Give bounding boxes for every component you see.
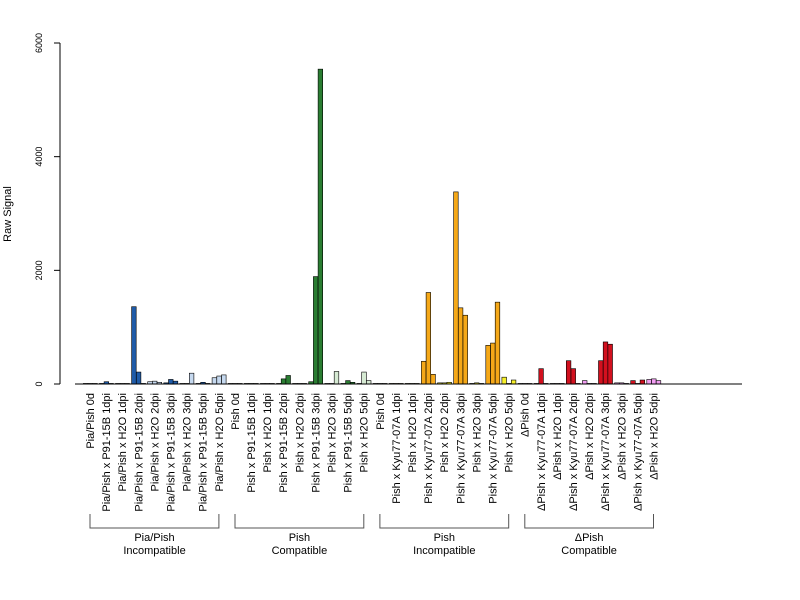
x-tick-label: Pish x H2O 3dpi xyxy=(471,393,483,472)
group-label: Pish xyxy=(289,532,310,544)
group-sublabel: Incompatible xyxy=(123,545,185,557)
bar xyxy=(538,368,544,385)
group-label: ΔPish xyxy=(575,532,604,544)
x-tick-label: ΔPish x Kyu77-07A 2dpi xyxy=(568,393,580,511)
x-tick-label: Pish x P91-15B 1dpi xyxy=(246,393,258,493)
bar xyxy=(345,380,351,385)
bar xyxy=(457,307,464,385)
bar xyxy=(136,371,142,385)
x-tick-label: Pia/Pish x P91-15B 3dpi xyxy=(165,393,177,512)
x-tick-label: Pia/Pish x H2O 3dpi xyxy=(182,393,194,491)
x-tick-label: Pish x H2O 3dpi xyxy=(326,393,338,472)
x-tick-label: ΔPish x Kyu77-07A 3dpi xyxy=(600,393,612,511)
bar xyxy=(501,376,507,385)
x-tick-label: Pish x H2O 1dpi xyxy=(407,393,419,472)
x-tick-label: Pish x Kyu77-07A 5dpi xyxy=(487,393,499,504)
x-tick-label: Pish x Kyu77-07A 3dpi xyxy=(455,393,467,504)
bar xyxy=(430,374,436,385)
bar xyxy=(131,306,137,385)
group-label: Pia/Pish xyxy=(134,532,174,544)
bars xyxy=(83,68,662,385)
x-tick-label: ΔPish x H2O 1dpi xyxy=(552,393,564,480)
x-tick-label: ΔPish x H2O 5dpi xyxy=(648,393,660,480)
bar xyxy=(598,360,604,385)
x-tick-label: ΔPish x Kyu77-07A 5dpi xyxy=(632,393,644,511)
x-tick-label: Pish x H2O 5dpi xyxy=(359,393,371,472)
bar xyxy=(333,371,340,385)
x-tick-label: Pia/Pish x P91-15B 5dpi xyxy=(198,393,210,512)
x-tick-label: ΔPish x H2O 3dpi xyxy=(616,393,628,480)
x-tick-label: Pish x P91-15B 5dpi xyxy=(343,393,355,493)
group-sublabel: Compatible xyxy=(272,545,328,557)
x-tick-label: Pia/Pish x H2O 2dpi xyxy=(149,393,161,491)
bar xyxy=(655,380,662,385)
x-tick-label: Pish x H2O 2dpi xyxy=(294,393,306,472)
bar xyxy=(462,314,468,385)
bar xyxy=(510,379,517,385)
x-tick-label: Pish x H2O 2dpi xyxy=(439,393,451,472)
bar xyxy=(280,378,287,385)
group-bracket xyxy=(524,514,654,529)
group-bracket xyxy=(234,514,365,529)
y-axis-label: Raw Signal xyxy=(2,186,14,242)
y-tick-label: 0 xyxy=(34,381,44,386)
bar xyxy=(189,372,195,385)
x-tick-label: Pish x H2O 5dpi xyxy=(504,393,516,472)
bar xyxy=(485,345,491,385)
bar xyxy=(639,379,645,385)
bar xyxy=(168,379,174,385)
bar xyxy=(607,343,613,385)
x-tick-label: Pish 0d xyxy=(230,393,242,430)
x-tick-label: Pia/Pish x H2O 5dpi xyxy=(214,393,226,491)
bar xyxy=(366,380,372,385)
bar xyxy=(421,360,427,385)
bar xyxy=(361,371,367,385)
bar xyxy=(630,380,636,385)
x-tick-label: Pish x Kyu77-07A 1dpi xyxy=(391,393,403,504)
x-tick-label: Pish x H2O 1dpi xyxy=(262,393,274,472)
group-label: Pish xyxy=(434,532,455,544)
x-tick-label: Pish x P91-15B 2dpi xyxy=(278,393,290,493)
bar xyxy=(565,360,572,385)
bar xyxy=(425,292,432,385)
bar xyxy=(651,378,657,385)
bar xyxy=(453,191,459,385)
x-tick-label: Pish x P91-15B 3dpi xyxy=(310,393,322,493)
bar xyxy=(211,377,218,385)
y-axis: 0 2000 4000 6000 xyxy=(34,33,61,387)
group-brackets: Pia/PishIncompatiblePishCompatiblePishIn… xyxy=(89,514,654,557)
x-tick-label: ΔPish x Kyu77-07A 1dpi xyxy=(536,393,548,511)
group-bracket xyxy=(379,514,510,529)
bar xyxy=(317,68,324,385)
bar xyxy=(602,341,609,385)
x-tick-label: ΔPish 0d xyxy=(520,393,532,437)
y-tick-label: 2000 xyxy=(34,260,44,280)
bar xyxy=(494,301,501,385)
group-sublabel: Compatible xyxy=(561,545,617,557)
bar xyxy=(582,380,588,385)
bar xyxy=(490,342,496,385)
x-tick-label: Pia/Pish x H2O 1dpi xyxy=(117,393,129,491)
x-tick-label: ΔPish x H2O 2dpi xyxy=(584,393,596,480)
x-tick-label: Pia/Pish x P91-15B 1dpi xyxy=(101,393,113,512)
group-bracket xyxy=(89,514,220,529)
bar xyxy=(216,375,222,385)
y-tick-label: 6000 xyxy=(34,33,44,53)
x-axis: Pia/Pish 0d Pia/Pish x P91-15B 1dpi Pia/Pi… xyxy=(75,383,742,512)
bar xyxy=(313,276,319,385)
bar xyxy=(570,368,576,385)
y-tick-label: 4000 xyxy=(34,147,44,167)
x-tick-label: Pish x Kyu77-07A 2dpi xyxy=(423,393,435,504)
group-sublabel: Incompatible xyxy=(413,545,475,557)
x-tick-label: Pia/Pish x P91-15B 2dpi xyxy=(133,393,145,512)
bar xyxy=(646,379,652,385)
x-tick-label: Pia/Pish 0d xyxy=(85,393,97,449)
bar xyxy=(285,375,291,385)
bar xyxy=(221,374,227,385)
x-tick-label: Pish 0d xyxy=(375,393,387,430)
